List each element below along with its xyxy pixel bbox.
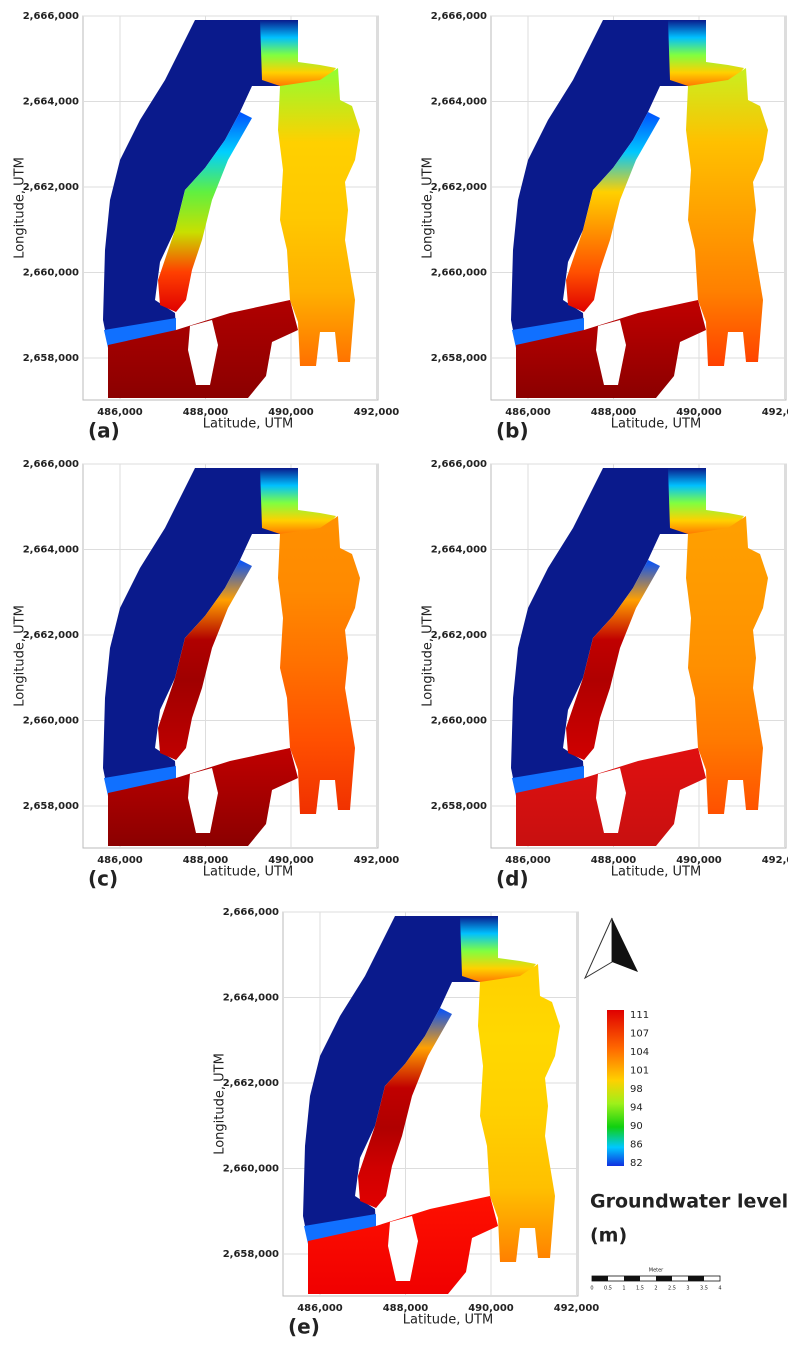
scale-label: 3 — [686, 1286, 689, 1292]
y-tick-label: 2,662,000 — [23, 630, 79, 641]
legend-title: (m) — [590, 1225, 627, 1247]
y-tick-label: 2,666,000 — [431, 459, 487, 470]
scale-label: 1.5 — [636, 1286, 644, 1292]
colorbar-label: 98 — [630, 1084, 643, 1095]
scale-label: 2.5 — [668, 1286, 676, 1292]
colorbar-label: 107 — [630, 1029, 649, 1040]
x-axis-title: Latitude, UTM — [611, 865, 701, 880]
y-tick-label: 2,666,000 — [23, 459, 79, 470]
colorbar-label: 101 — [630, 1066, 649, 1077]
scale-label: 3.5 — [700, 1286, 708, 1292]
x-axis-title: Latitude, UTM — [203, 865, 293, 880]
x-tick-label: 486,000 — [97, 855, 143, 866]
y-tick-label: 2,660,000 — [23, 268, 79, 279]
x-tick-label: 492,000 — [762, 855, 788, 866]
y-tick-label: 2,660,000 — [23, 716, 79, 727]
scale-label: 0.5 — [604, 1286, 612, 1292]
panel-label: (a) — [88, 419, 120, 443]
y-tick-label: 2,662,000 — [431, 630, 487, 641]
y-tick-label: 2,660,000 — [431, 716, 487, 727]
y-tick-label: 2,666,000 — [223, 907, 279, 918]
y-tick-label: 2,658,000 — [431, 353, 487, 364]
north-arrow — [585, 918, 638, 978]
panel-label: (d) — [496, 867, 529, 891]
colorbar-label: 90 — [630, 1121, 643, 1132]
y-axis-title: Longitude, UTM — [13, 605, 28, 707]
x-axis-title: Latitude, UTM — [203, 417, 293, 432]
panel-label: (b) — [496, 419, 529, 443]
x-axis-title: Latitude, UTM — [403, 1313, 493, 1328]
y-tick-label: 2,660,000 — [223, 1164, 279, 1175]
y-tick-label: 2,662,000 — [431, 182, 487, 193]
y-tick-label: 2,660,000 — [431, 268, 487, 279]
map-panel: 486,000488,000490,000492,0002,666,0002,6… — [421, 11, 788, 443]
x-tick-label: 492,000 — [354, 407, 400, 418]
y-tick-label: 2,664,000 — [223, 993, 279, 1004]
y-axis-title: Longitude, UTM — [13, 157, 28, 259]
colorbar-label: 111 — [630, 1010, 649, 1021]
x-tick-label: 486,000 — [297, 1303, 343, 1314]
y-tick-label: 2,664,000 — [431, 97, 487, 108]
colorbar-label: 82 — [630, 1158, 643, 1169]
x-tick-label: 486,000 — [97, 407, 143, 418]
y-axis-title: Longitude, UTM — [213, 1053, 228, 1155]
scale-label: 0 — [590, 1286, 593, 1292]
y-axis-title: Longitude, UTM — [421, 605, 436, 707]
colorbar-label: 94 — [630, 1103, 643, 1114]
y-tick-label: 2,664,000 — [23, 545, 79, 556]
map-panel: 486,000488,000490,000492,0002,666,0002,6… — [421, 459, 788, 891]
x-tick-label: 492,000 — [762, 407, 788, 418]
x-tick-label: 486,000 — [505, 407, 551, 418]
y-tick-label: 2,658,000 — [431, 801, 487, 812]
legend-title: Groundwater level — [590, 1191, 788, 1213]
scale-bar — [592, 1276, 720, 1281]
y-tick-label: 2,658,000 — [23, 801, 79, 812]
y-tick-label: 2,658,000 — [23, 353, 79, 364]
x-axis-title: Latitude, UTM — [611, 417, 701, 432]
x-tick-label: 492,000 — [354, 855, 400, 866]
y-tick-label: 2,664,000 — [23, 97, 79, 108]
y-tick-label: 2,666,000 — [431, 11, 487, 22]
scale-label: 2 — [654, 1286, 657, 1292]
y-tick-label: 2,662,000 — [23, 182, 79, 193]
colorbar-label: 104 — [630, 1047, 649, 1058]
x-tick-label: 492,000 — [554, 1303, 600, 1314]
colorbar-label: 86 — [630, 1140, 643, 1151]
y-tick-label: 2,658,000 — [223, 1249, 279, 1260]
scale-label: 1 — [622, 1286, 625, 1292]
panel-label: (e) — [288, 1315, 320, 1339]
colorbar — [607, 1010, 624, 1166]
y-axis-title: Longitude, UTM — [421, 157, 436, 259]
y-tick-label: 2,662,000 — [223, 1078, 279, 1089]
scale-label: 4 — [718, 1286, 721, 1292]
y-tick-label: 2,666,000 — [23, 11, 79, 22]
scale-title: Meter — [649, 1268, 664, 1274]
x-tick-label: 486,000 — [505, 855, 551, 866]
y-tick-label: 2,664,000 — [431, 545, 487, 556]
panel-label: (c) — [88, 867, 118, 891]
